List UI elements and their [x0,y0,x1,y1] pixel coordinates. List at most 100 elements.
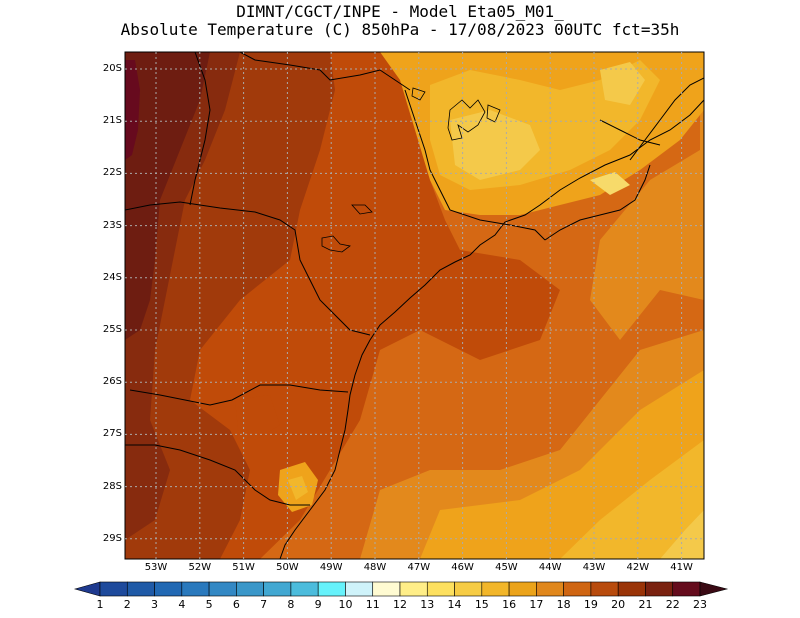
colorbar-label: 18 [556,598,571,611]
field-zone-13 [590,172,630,195]
colorbar-label: 22 [665,598,680,611]
colorbar-label: 5 [205,598,213,611]
colorbar-swatch [154,581,183,597]
lon-label: 41W [670,562,693,573]
lon-label: 53W [144,562,168,573]
lon-label: 47W [407,562,431,573]
colorbar-swatch [263,581,292,597]
reservoir-2 [486,104,501,123]
colorbar-label: 6 [232,598,240,611]
lon-label: 44W [538,562,562,573]
lat-label: 21S [102,115,122,127]
colorbar-swatch [181,581,210,597]
colorbar-swatch [372,581,401,597]
title-line-1: DIMNT/CGCT/INPE - Model Eta05_M01_ [236,2,564,21]
field-zone-cool-pocket-2 [288,476,308,500]
lon-label: 45W [495,562,518,573]
colorbar-label: 1 [96,598,104,611]
plot-frame [124,51,705,560]
colorbar-swatch [536,581,564,597]
colorbar-label: 15 [474,598,489,611]
lat-label: 29S [102,532,122,544]
colorbar-label: 21 [638,598,653,611]
colorbar [73,581,729,597]
colorbar-label: 23 [693,598,707,611]
colorbar-label: 16 [502,598,517,611]
colorbar-swatch [290,581,319,597]
colorbar-swatch [699,581,729,597]
lon-label: 46W [451,562,474,573]
colorbar-label: 7 [260,598,268,611]
lat-label: 25S [102,324,122,335]
colorbar-swatch [454,581,483,597]
colorbar-swatch [99,581,128,597]
colorbar-swatch [126,581,155,597]
state-border-6 [404,89,546,241]
state-border-1 [125,201,371,336]
colorbar-label: 4 [178,598,186,611]
reservoir-5 [411,87,426,101]
colorbar-swatch [672,581,701,597]
field-zone-15-sea [560,440,704,559]
colorbar-swatch [208,581,237,597]
colorbar-label: 8 [287,598,295,611]
state-border-2 [129,384,349,406]
colorbar-swatch [563,581,592,597]
colorbar-label: 2 [123,598,131,611]
coastline [279,99,704,559]
title-line-2: Absolute Temperature (C) 850hPa - 17/08/… [120,20,680,39]
colorbar-swatch [645,581,674,597]
colorbar-label: 9 [314,598,322,611]
colorbar-label: 14 [447,598,462,611]
colorbar-swatch [73,581,101,597]
lat-label: 27S [102,428,122,440]
reservoir-3 [321,235,351,253]
lon-label: 52W [188,562,212,573]
lon-label: 48W [363,562,387,573]
reservoir-1 [447,99,486,141]
colorbar-swatch [236,581,264,597]
colorbar-swatch [345,581,374,597]
state-border-4 [189,52,211,206]
lon-label: 50W [276,562,299,573]
lat-label: 24S [102,271,122,283]
gridlines [125,52,704,559]
state-border-9 [599,119,661,146]
field-zone-22 [125,52,210,340]
lat-label: 22S [102,167,122,179]
lat-label: 28S [102,480,122,492]
lat-label: 23S [102,219,122,231]
colorbar-label: 13 [420,598,435,611]
colorbar-swatch [590,581,619,597]
state-border-8 [629,77,704,161]
field-zone-23 [125,60,140,160]
colorbar-swatch [481,581,510,597]
lon-label: 43W [582,562,606,573]
field-zone-19-pocket [235,395,280,440]
lat-label: 20S [102,63,122,74]
colorbar-swatch [426,581,455,597]
colorbar-swatch [508,581,537,597]
state-border-5 [239,52,411,91]
colorbar-swatch [399,581,428,597]
state-border-7 [544,164,651,241]
field-zone-14-sea [660,510,704,559]
reservoir-4 [351,204,373,215]
colorbar-label: 11 [365,598,380,611]
field-zone-14 [450,110,540,180]
field-zone-14b [600,62,645,105]
lon-label: 42W [626,562,650,573]
colorbar-label: 20 [611,598,626,611]
colorbar-label: 3 [151,598,159,611]
lon-label: 51W [232,562,255,573]
colorbar-swatch [317,581,346,597]
colorbar-label: 17 [529,598,544,611]
lat-label: 26S [102,376,122,388]
colorbar-label: 19 [583,598,598,611]
colorbar-label: 12 [393,598,407,611]
state-border-3 [125,444,310,506]
lon-label: 49W [319,562,343,573]
colorbar-swatch [617,581,646,597]
colorbar-label: 10 [338,598,353,611]
